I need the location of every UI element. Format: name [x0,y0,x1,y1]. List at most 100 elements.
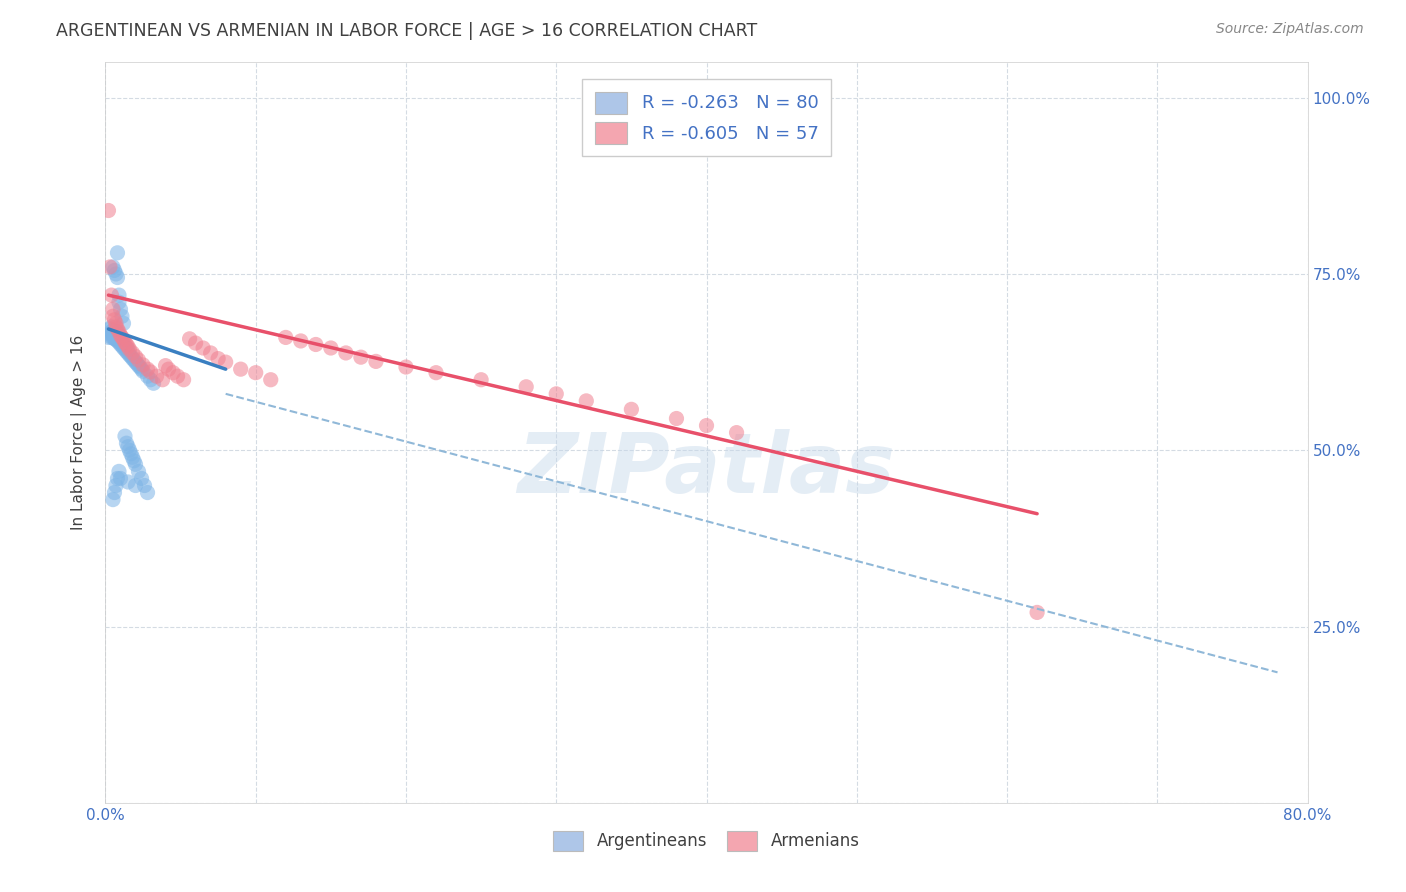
Point [98,326,121,341]
Point [101,492,124,507]
Text: Source: ZipAtlas.com: Source: ZipAtlas.com [1216,22,1364,37]
Point [124,478,146,492]
Point [101,323,124,337]
Point [104,267,127,281]
Point [108,464,131,478]
Point [107,334,129,348]
Point [98,322,121,336]
Point [364,354,387,368]
Point [104,329,127,343]
Point [114,343,136,357]
Point [111,330,134,344]
Point [118,348,141,362]
Point [200,346,222,360]
Point [546,387,568,401]
Point [115,344,138,359]
Point [108,295,131,310]
Point [107,270,129,285]
Point [136,485,159,500]
Point [128,464,150,478]
Point [665,411,688,425]
Point [114,339,136,353]
Point [118,443,141,458]
Point [101,260,124,274]
Point [470,373,492,387]
Point [157,362,180,376]
Point [103,313,125,327]
Point [115,341,138,355]
Point [103,329,125,343]
Point [107,245,129,260]
Legend: Argentineans, Armenians: Argentineans, Armenians [544,821,869,861]
Point [101,302,124,317]
Point [350,350,373,364]
Point [111,339,134,353]
Point [122,353,145,368]
Point [117,343,139,357]
Point [112,341,135,355]
Point [104,326,127,341]
Point [121,346,143,360]
Point [108,328,131,343]
Point [103,326,125,341]
Point [117,340,139,354]
Point [103,332,125,346]
Point [245,366,267,380]
Point [101,310,124,324]
Point [108,332,131,346]
Point [395,359,418,374]
Point [128,353,150,368]
Y-axis label: In Labor Force | Age > 16: In Labor Force | Age > 16 [70,335,87,530]
Point [101,326,124,341]
Point [110,334,132,348]
Point [274,330,297,344]
Point [145,369,167,384]
Text: ARGENTINEAN VS ARMENIAN IN LABOR FORCE | AGE > 16 CORRELATION CHART: ARGENTINEAN VS ARMENIAN IN LABOR FORCE |… [56,22,758,40]
Point [125,357,148,371]
Point [114,429,136,443]
Point [110,471,132,485]
Point [696,418,718,433]
Point [108,335,131,350]
Point [132,358,155,372]
Point [104,333,127,347]
Point [115,337,138,351]
Point [122,454,145,468]
Point [124,355,146,369]
Point [117,475,139,489]
Point [134,478,156,492]
Point [129,359,152,374]
Point [103,485,125,500]
Point [115,436,138,450]
Point [117,440,139,454]
Point [121,450,143,465]
Point [107,471,129,485]
Point [620,402,643,417]
Point [136,369,159,384]
Point [108,325,131,339]
Point [173,373,195,387]
Point [110,328,132,343]
Point [260,373,283,387]
Point [335,346,357,360]
Point [184,336,207,351]
Point [117,346,139,360]
Point [107,322,129,336]
Point [132,364,155,378]
Point [121,351,143,366]
Point [108,288,131,302]
Point [107,331,129,345]
Point [104,316,127,330]
Point [101,330,124,344]
Point [166,369,188,384]
Point [139,365,162,379]
Point [111,335,134,350]
Point [103,263,125,277]
Point [111,310,134,324]
Point [290,334,312,348]
Point [97,330,120,344]
Point [179,332,201,346]
Point [104,478,127,492]
Point [118,343,141,357]
Point [100,288,122,302]
